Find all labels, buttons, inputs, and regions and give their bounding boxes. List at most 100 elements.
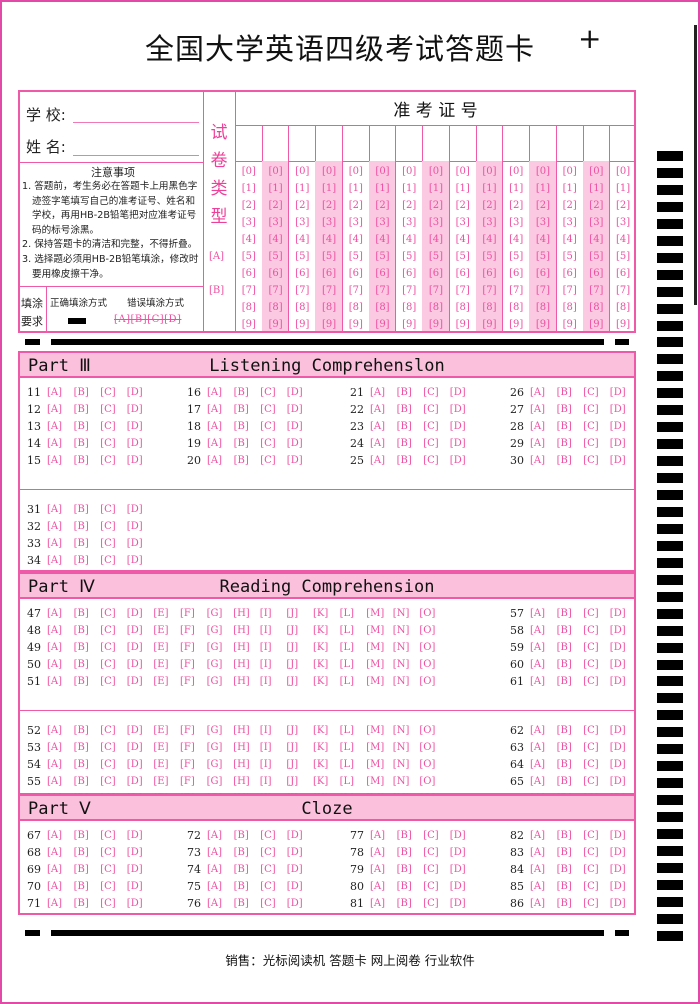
answer-bubble-d[interactable]: [D] — [126, 521, 143, 532]
answer-bubble-a[interactable]: [A] — [47, 776, 63, 787]
exam-id-bubble[interactable]: [1] — [589, 183, 604, 194]
exam-id-bubble[interactable]: [6] — [562, 268, 577, 279]
answer-bubble-c[interactable]: [C] — [260, 438, 276, 449]
answer-bubble-d[interactable]: [D] — [609, 881, 626, 892]
exam-id-bubble[interactable]: [3] — [562, 217, 577, 228]
answer-bubble-d[interactable]: [D] — [449, 830, 466, 841]
answer-bubble-a[interactable]: [A] — [530, 404, 546, 415]
exam-id-bubble[interactable]: [1] — [321, 183, 337, 194]
exam-id-bubble[interactable]: [0] — [241, 166, 256, 177]
exam-id-bubble[interactable]: [4] — [348, 234, 363, 245]
answer-bubble-j[interactable]: [J] — [286, 608, 299, 619]
exam-id-bubble[interactable]: [4] — [241, 234, 256, 245]
exam-id-write-box[interactable] — [288, 126, 315, 161]
answer-bubble-d[interactable]: [D] — [449, 881, 466, 892]
answer-bubble-m[interactable]: [M] — [366, 659, 385, 670]
exam-id-bubble[interactable]: [7] — [616, 285, 631, 296]
answer-bubble-d[interactable]: [D] — [286, 404, 303, 415]
answer-bubble-b[interactable]: [B] — [73, 676, 89, 687]
exam-id-bubble[interactable]: [2] — [616, 200, 631, 211]
answer-bubble-d[interactable]: [D] — [126, 504, 143, 515]
answer-bubble-a[interactable]: [A] — [530, 864, 546, 875]
exam-id-bubble[interactable]: [8] — [535, 302, 550, 313]
answer-bubble-d[interactable]: [D] — [449, 847, 466, 858]
answer-bubble-d[interactable]: [D] — [126, 659, 143, 670]
answer-bubble-a[interactable]: [A] — [530, 759, 546, 770]
answer-bubble-e[interactable]: [E] — [153, 725, 169, 736]
answer-bubble-c[interactable]: [C] — [260, 898, 276, 909]
answer-bubble-a[interactable]: [A] — [47, 555, 63, 566]
exam-id-bubble[interactable]: [3] — [509, 217, 524, 228]
answer-bubble-f[interactable]: [F] — [180, 742, 195, 753]
answer-bubble-a[interactable]: [A] — [370, 847, 386, 858]
answer-bubble-b[interactable]: [B] — [396, 438, 412, 449]
answer-bubble-b[interactable]: [B] — [73, 438, 89, 449]
exam-id-bubble[interactable]: [2] — [562, 200, 577, 211]
answer-bubble-c[interactable]: [C] — [423, 455, 439, 466]
exam-id-bubble[interactable]: [3] — [375, 217, 390, 228]
answer-bubble-b[interactable]: [B] — [73, 642, 89, 653]
exam-id-bubble[interactable]: [1] — [428, 183, 444, 194]
answer-bubble-c[interactable]: [C] — [100, 608, 116, 619]
exam-id-bubble[interactable]: [0] — [562, 166, 577, 177]
answer-bubble-a[interactable]: [A] — [530, 725, 546, 736]
answer-bubble-h[interactable]: [H] — [233, 776, 250, 787]
exam-id-bubble[interactable]: [0] — [535, 166, 550, 177]
answer-bubble-c[interactable]: [C] — [100, 625, 116, 636]
exam-id-bubble[interactable]: [4] — [428, 234, 444, 245]
answer-bubble-i[interactable]: [I] — [259, 742, 272, 753]
exam-id-bubble[interactable]: [5] — [616, 251, 631, 262]
answer-bubble-b[interactable]: [B] — [73, 404, 89, 415]
answer-bubble-a[interactable]: [A] — [207, 438, 223, 449]
answer-bubble-d[interactable]: [D] — [286, 898, 303, 909]
answer-bubble-c[interactable]: [C] — [100, 404, 116, 415]
exam-id-bubble[interactable]: [1] — [562, 183, 577, 194]
answer-bubble-d[interactable]: [D] — [286, 387, 303, 398]
answer-bubble-b[interactable]: [B] — [556, 659, 572, 670]
answer-bubble-g[interactable]: [G] — [206, 725, 223, 736]
answer-bubble-b[interactable]: [B] — [396, 847, 412, 858]
exam-id-bubble[interactable]: [6] — [375, 268, 390, 279]
answer-bubble-i[interactable]: [I] — [259, 725, 272, 736]
answer-bubble-g[interactable]: [G] — [206, 776, 223, 787]
answer-bubble-o[interactable]: [O] — [419, 642, 436, 653]
answer-bubble-f[interactable]: [F] — [180, 676, 195, 687]
answer-bubble-h[interactable]: [H] — [233, 676, 250, 687]
answer-bubble-c[interactable]: [C] — [100, 847, 116, 858]
exam-id-bubble[interactable]: [7] — [428, 285, 444, 296]
answer-bubble-o[interactable]: [O] — [419, 625, 436, 636]
answer-bubble-a[interactable]: [A] — [370, 864, 386, 875]
exam-id-bubble[interactable]: [8] — [402, 302, 417, 313]
exam-id-write-box[interactable] — [476, 126, 503, 161]
answer-bubble-k[interactable]: [K] — [313, 676, 329, 687]
answer-bubble-c[interactable]: [C] — [100, 421, 116, 432]
answer-bubble-c[interactable]: [C] — [100, 830, 116, 841]
answer-bubble-d[interactable]: [D] — [449, 438, 466, 449]
answer-bubble-d[interactable]: [D] — [609, 776, 626, 787]
exam-id-bubble[interactable]: [0] — [402, 166, 417, 177]
answer-bubble-a[interactable]: [A] — [47, 847, 63, 858]
exam-id-write-box[interactable] — [449, 126, 476, 161]
exam-id-bubble[interactable]: [2] — [241, 200, 256, 211]
exam-id-bubble[interactable]: [2] — [428, 200, 444, 211]
exam-id-bubble[interactable]: [1] — [482, 183, 497, 194]
answer-bubble-b[interactable]: [B] — [73, 421, 89, 432]
answer-bubble-c[interactable]: [C] — [423, 864, 439, 875]
exam-id-bubble[interactable]: [0] — [321, 166, 337, 177]
exam-id-write-box[interactable] — [583, 126, 610, 161]
exam-id-bubble[interactable]: [9] — [375, 319, 390, 330]
exam-id-write-box[interactable] — [395, 126, 422, 161]
answer-bubble-f[interactable]: [F] — [180, 759, 195, 770]
exam-id-bubble[interactable]: [0] — [589, 166, 604, 177]
answer-bubble-b[interactable]: [B] — [233, 455, 249, 466]
answer-bubble-d[interactable]: [D] — [126, 881, 143, 892]
answer-bubble-c[interactable]: [C] — [100, 555, 116, 566]
answer-bubble-n[interactable]: [N] — [392, 742, 410, 753]
exam-id-bubble[interactable]: [9] — [348, 319, 363, 330]
answer-bubble-b[interactable]: [B] — [73, 725, 89, 736]
answer-bubble-a[interactable]: [A] — [530, 642, 546, 653]
exam-id-bubble[interactable]: [6] — [348, 268, 363, 279]
answer-bubble-g[interactable]: [G] — [206, 659, 223, 670]
answer-bubble-a[interactable]: [A] — [530, 421, 546, 432]
answer-bubble-m[interactable]: [M] — [366, 625, 385, 636]
